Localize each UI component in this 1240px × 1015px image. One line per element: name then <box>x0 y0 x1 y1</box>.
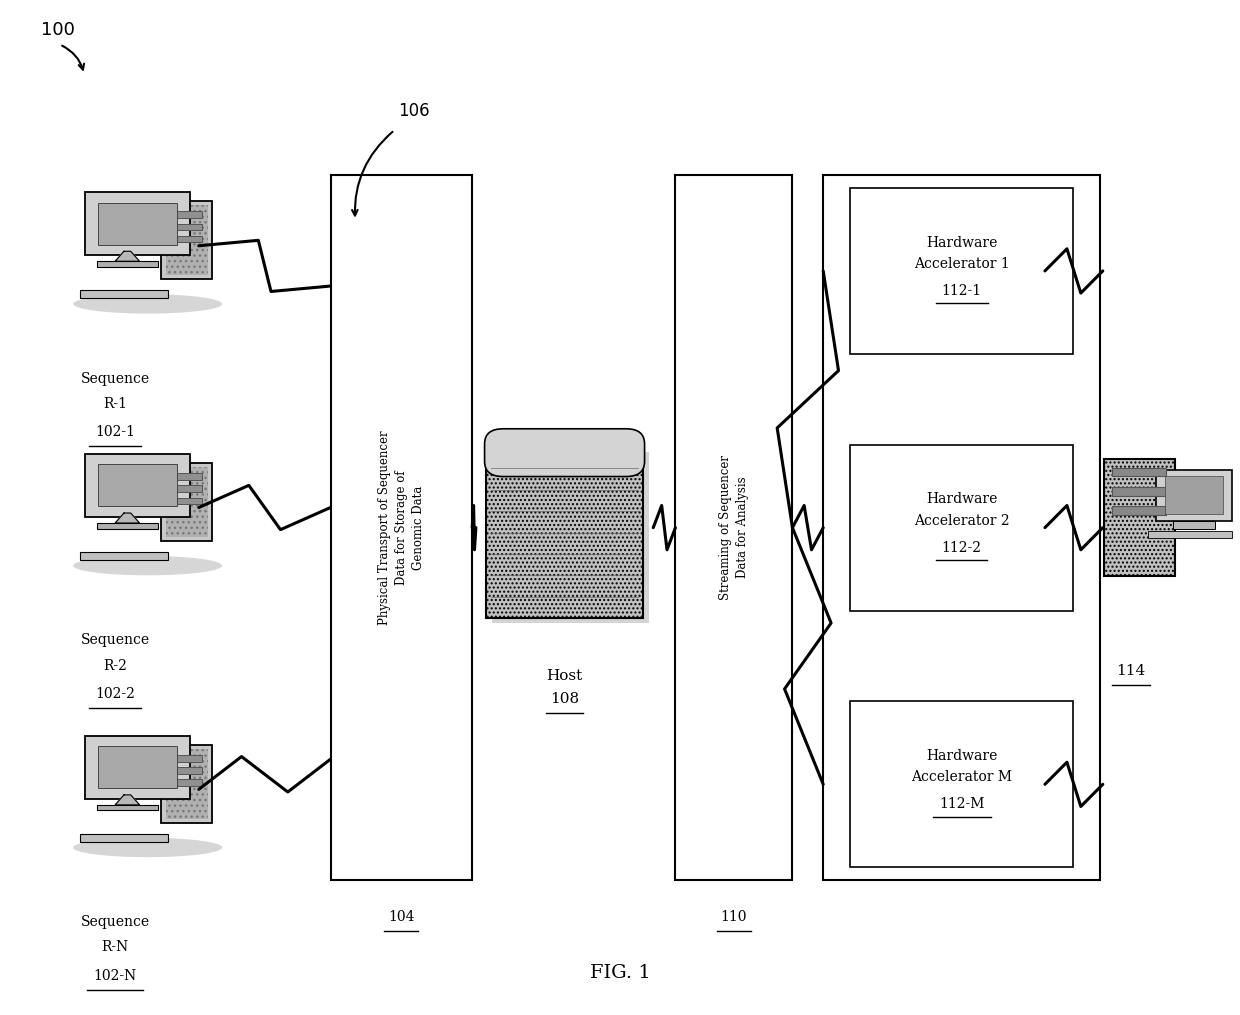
Text: 112-M: 112-M <box>939 798 985 811</box>
FancyBboxPatch shape <box>86 454 190 517</box>
Bar <box>98 746 177 789</box>
Bar <box>1148 531 1231 538</box>
Ellipse shape <box>73 294 222 314</box>
Bar <box>1157 470 1231 521</box>
Bar <box>171 235 202 243</box>
Text: Accelerator M: Accelerator M <box>911 770 1012 785</box>
Text: 102-N: 102-N <box>93 968 136 983</box>
FancyBboxPatch shape <box>485 428 645 477</box>
Polygon shape <box>115 513 140 523</box>
Bar <box>1164 476 1224 515</box>
Text: 114: 114 <box>1116 664 1146 678</box>
Text: 108: 108 <box>551 691 579 705</box>
Bar <box>492 453 650 623</box>
Text: 102-2: 102-2 <box>95 687 135 700</box>
Text: FIG. 1: FIG. 1 <box>590 963 650 982</box>
FancyBboxPatch shape <box>161 201 212 279</box>
Bar <box>171 473 202 480</box>
Bar <box>851 188 1074 354</box>
Polygon shape <box>115 795 140 805</box>
Bar <box>171 211 202 218</box>
Ellipse shape <box>73 556 222 576</box>
Bar <box>97 805 157 810</box>
Bar <box>171 767 202 773</box>
Bar <box>171 755 202 761</box>
Bar <box>79 290 167 298</box>
Text: Hardware: Hardware <box>926 235 997 250</box>
Bar <box>171 485 202 492</box>
Bar <box>1104 460 1174 576</box>
Bar <box>1112 505 1167 515</box>
Text: 106: 106 <box>398 102 430 120</box>
Text: Hardware: Hardware <box>926 492 997 506</box>
Bar <box>331 176 472 880</box>
Bar <box>97 261 157 267</box>
Text: 104: 104 <box>388 910 414 925</box>
Text: Hardware: Hardware <box>926 749 997 763</box>
Bar <box>98 464 177 506</box>
Text: 102-1: 102-1 <box>95 425 135 438</box>
Bar <box>171 497 202 504</box>
Text: Physical Transport of Sequencer
Data for Storage of
Genomic Data: Physical Transport of Sequencer Data for… <box>378 430 425 625</box>
Bar <box>98 203 177 245</box>
Text: 110: 110 <box>720 910 748 925</box>
Text: R-2: R-2 <box>103 659 126 673</box>
FancyBboxPatch shape <box>165 467 207 537</box>
Text: Accelerator 1: Accelerator 1 <box>914 257 1009 271</box>
Bar <box>851 701 1074 868</box>
Text: Streaming of Sequencer
Data for Analysis: Streaming of Sequencer Data for Analysis <box>719 455 749 600</box>
Text: 112-1: 112-1 <box>941 284 982 298</box>
FancyBboxPatch shape <box>86 192 190 256</box>
Bar <box>97 523 157 529</box>
Bar <box>851 445 1074 611</box>
Text: Host: Host <box>547 669 583 682</box>
FancyBboxPatch shape <box>86 736 190 799</box>
Text: Sequence: Sequence <box>81 633 150 648</box>
Text: 112-2: 112-2 <box>942 541 982 555</box>
FancyBboxPatch shape <box>165 205 207 275</box>
Text: Sequence: Sequence <box>81 916 150 929</box>
Text: 100: 100 <box>41 21 74 40</box>
Text: Accelerator 2: Accelerator 2 <box>914 514 1009 528</box>
Polygon shape <box>115 252 140 261</box>
FancyBboxPatch shape <box>165 749 207 819</box>
Text: R-1: R-1 <box>103 397 126 411</box>
FancyBboxPatch shape <box>161 463 212 541</box>
Bar <box>823 176 1100 880</box>
Bar <box>79 552 167 560</box>
Ellipse shape <box>73 837 222 858</box>
Bar <box>79 833 167 842</box>
Bar <box>676 176 792 880</box>
Bar <box>486 447 644 618</box>
Bar <box>1112 487 1167 495</box>
Bar <box>171 223 202 230</box>
FancyBboxPatch shape <box>161 745 212 823</box>
Bar <box>1112 468 1167 476</box>
Text: R-N: R-N <box>102 940 129 954</box>
Bar <box>171 780 202 786</box>
Text: Sequence: Sequence <box>81 371 150 386</box>
Bar <box>1173 521 1215 529</box>
